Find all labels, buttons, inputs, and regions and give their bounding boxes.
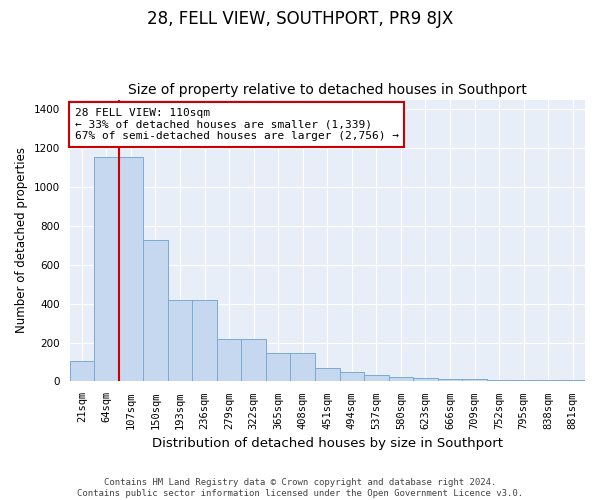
Bar (413, 378, 438, 382)
Bar (168, 300, 192, 382)
Bar (143, 240, 168, 382)
Bar (364, 374, 389, 382)
Bar (217, 338, 241, 382)
X-axis label: Distribution of detached houses by size in Southport: Distribution of detached houses by size … (152, 437, 503, 450)
Bar (70, 361, 94, 382)
Text: Contains HM Land Registry data © Crown copyright and database right 2024.
Contai: Contains HM Land Registry data © Crown c… (77, 478, 523, 498)
Bar (511, 380, 536, 382)
Text: 28, FELL VIEW, SOUTHPORT, PR9 8JX: 28, FELL VIEW, SOUTHPORT, PR9 8JX (147, 10, 453, 28)
Y-axis label: Number of detached properties: Number of detached properties (15, 148, 28, 334)
Bar (487, 380, 511, 382)
Bar (290, 354, 315, 382)
Bar (536, 380, 560, 382)
Bar (340, 372, 364, 382)
Bar (266, 354, 290, 382)
Bar (560, 380, 585, 382)
Bar (438, 379, 462, 382)
Title: Size of property relative to detached houses in Southport: Size of property relative to detached ho… (128, 83, 527, 97)
Bar (119, 157, 143, 382)
Bar (192, 300, 217, 382)
Bar (462, 379, 487, 382)
Text: 28 FELL VIEW: 110sqm
← 33% of detached houses are smaller (1,339)
67% of semi-de: 28 FELL VIEW: 110sqm ← 33% of detached h… (74, 108, 398, 141)
Bar (315, 368, 340, 382)
Bar (241, 338, 266, 382)
Bar (94, 157, 119, 382)
Bar (389, 376, 413, 382)
